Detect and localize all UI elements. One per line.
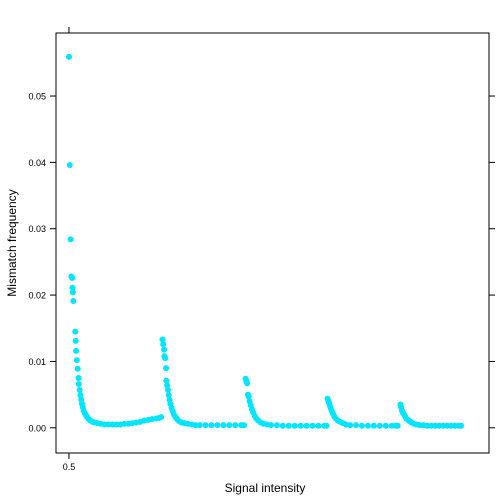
data-point	[370, 422, 377, 429]
data-point	[458, 422, 464, 429]
data-point	[244, 380, 251, 387]
x-tick-label: 0.5	[63, 462, 76, 472]
data-point	[159, 336, 166, 343]
y-tick-label: 0.02	[28, 291, 46, 301]
data-point	[196, 422, 203, 429]
data-point	[76, 386, 83, 393]
data-point	[69, 284, 76, 291]
x-axis: 0.5	[63, 27, 76, 472]
data-point	[72, 328, 79, 335]
data-points	[65, 53, 464, 429]
data-point	[245, 393, 252, 400]
y-tick-label: 0.00	[28, 423, 46, 433]
data-point	[66, 162, 73, 169]
data-point	[376, 422, 383, 429]
data-point	[75, 381, 82, 387]
data-point	[297, 422, 304, 429]
data-point	[273, 422, 280, 429]
data-point	[240, 422, 247, 429]
data-point	[164, 382, 171, 389]
data-point	[73, 357, 80, 364]
data-point	[75, 375, 82, 382]
data-point	[72, 337, 79, 344]
data-point	[303, 422, 310, 429]
data-point	[226, 422, 233, 429]
data-point	[220, 422, 227, 429]
data-point	[279, 422, 286, 429]
data-point	[163, 377, 170, 384]
data-point	[73, 347, 80, 354]
data-point	[162, 355, 169, 362]
data-point	[347, 422, 354, 429]
data-point	[162, 365, 169, 372]
data-point	[315, 422, 322, 429]
x-axis-label: Signal intensity	[225, 481, 306, 495]
y-tick-label: 0.01	[28, 357, 46, 367]
data-point	[232, 422, 239, 429]
data-point	[74, 365, 81, 372]
data-point	[353, 422, 360, 429]
y-tick-label: 0.05	[28, 92, 46, 102]
data-point	[69, 289, 76, 296]
data-point	[202, 422, 209, 429]
y-tick-label: 0.04	[28, 158, 46, 168]
data-point	[323, 422, 330, 429]
data-point	[285, 422, 292, 429]
data-point	[77, 392, 84, 399]
data-point	[291, 422, 298, 429]
data-point	[70, 298, 77, 305]
data-point	[214, 422, 221, 429]
data-point	[364, 422, 371, 429]
data-point	[165, 392, 172, 399]
data-point	[267, 422, 274, 429]
data-point	[394, 422, 401, 429]
y-axis-label: Mismatch frequency	[5, 189, 19, 296]
y-tick-label: 0.03	[28, 224, 46, 234]
data-point	[359, 422, 365, 429]
data-point	[158, 414, 165, 421]
data-point	[65, 53, 72, 60]
data-point	[160, 341, 167, 348]
y-axis: 0.00 0.01 0.02 0.03 0.04 0.05	[28, 92, 495, 433]
data-point	[161, 346, 167, 353]
data-point	[309, 422, 316, 429]
data-point	[382, 422, 389, 429]
data-point	[67, 236, 74, 243]
data-point	[208, 422, 215, 429]
data-point	[69, 274, 76, 281]
plot-frame	[55, 32, 490, 454]
data-point	[164, 386, 171, 393]
